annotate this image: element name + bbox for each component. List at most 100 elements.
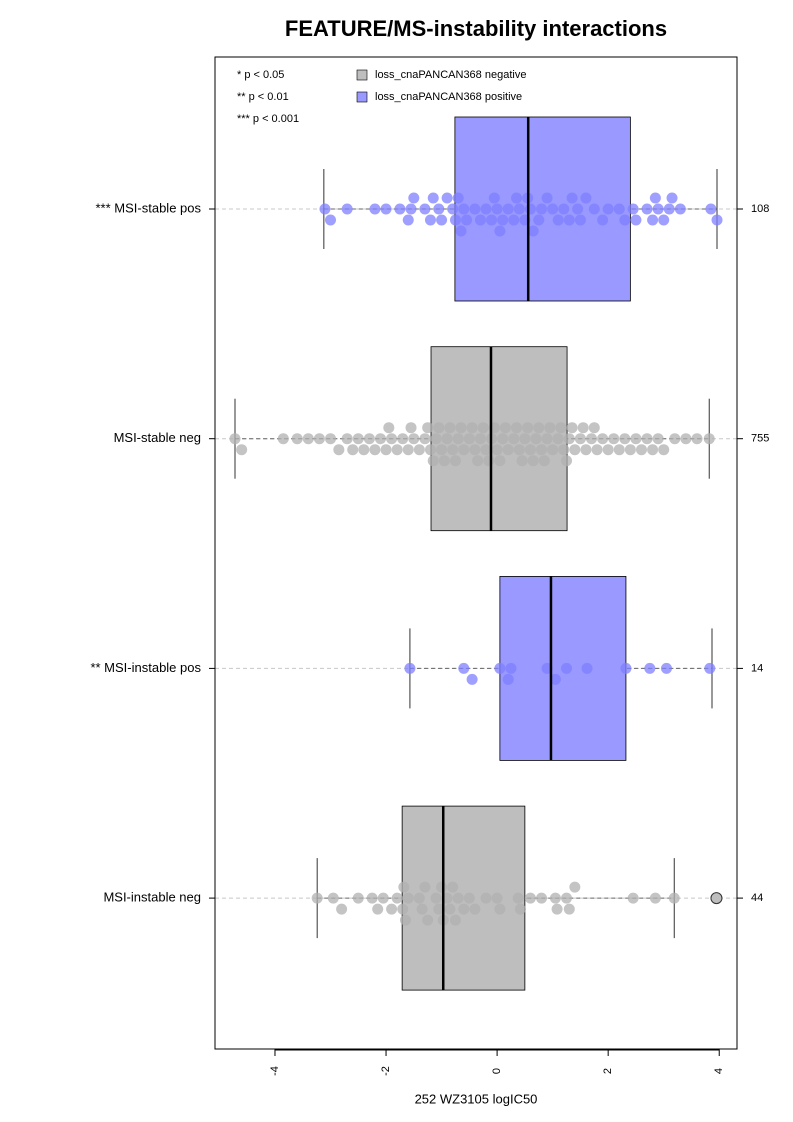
data-point <box>522 422 534 434</box>
data-point <box>419 433 431 445</box>
data-point <box>602 444 614 456</box>
data-point <box>441 192 453 204</box>
group-label: MSI-instable neg <box>103 890 201 905</box>
data-point <box>319 203 331 215</box>
data-point <box>413 892 425 904</box>
data-point <box>669 433 681 445</box>
data-point <box>455 225 467 237</box>
data-point <box>491 444 503 456</box>
legend-label: loss_cnaPANCAN368 negative <box>375 69 526 81</box>
data-point <box>602 203 614 215</box>
group-count: 44 <box>751 892 763 904</box>
data-point <box>524 203 536 215</box>
data-point <box>424 444 436 456</box>
data-point <box>552 214 564 226</box>
data-point <box>474 433 486 445</box>
data-point <box>660 662 672 674</box>
data-point <box>647 444 659 456</box>
x-tick-label: 2 <box>602 1068 614 1074</box>
data-point <box>674 203 686 215</box>
data-point <box>705 203 717 215</box>
x-tick-label: 4 <box>713 1068 725 1074</box>
data-point <box>541 433 553 445</box>
data-point <box>513 444 525 456</box>
data-point <box>555 422 567 434</box>
data-point <box>463 892 475 904</box>
data-point <box>649 192 661 204</box>
data-point <box>574 433 586 445</box>
data-point <box>652 203 664 215</box>
data-point <box>436 444 448 456</box>
legend-swatch <box>356 91 368 103</box>
data-point <box>497 433 509 445</box>
data-point <box>549 673 561 685</box>
data-point <box>558 444 570 456</box>
data-point <box>619 433 631 445</box>
significance-note: ** p < 0.01 <box>237 91 289 103</box>
data-point <box>627 203 639 215</box>
data-point <box>541 192 553 204</box>
x-axis-label: 252 WZ3105 logIC50 <box>415 1091 538 1106</box>
data-point <box>641 433 653 445</box>
data-point <box>547 444 559 456</box>
data-point <box>436 881 448 893</box>
data-point <box>469 444 481 456</box>
data-point <box>427 455 439 467</box>
group-count: 14 <box>751 662 763 674</box>
data-point <box>380 203 392 215</box>
data-point <box>494 455 506 467</box>
data-point <box>444 422 456 434</box>
data-point <box>424 214 436 226</box>
data-point <box>438 455 450 467</box>
data-point <box>404 662 416 674</box>
data-point <box>386 433 398 445</box>
data-point <box>402 444 414 456</box>
data-point <box>430 892 442 904</box>
data-point <box>635 444 647 456</box>
data-point <box>668 892 680 904</box>
data-point <box>588 422 600 434</box>
data-point <box>514 903 526 915</box>
data-point <box>391 444 403 456</box>
data-point <box>574 214 586 226</box>
data-point <box>408 433 420 445</box>
x-tick-label: 0 <box>491 1068 503 1074</box>
data-point <box>627 892 639 904</box>
data-point <box>586 433 598 445</box>
data-point <box>658 214 670 226</box>
data-point <box>613 203 625 215</box>
data-point <box>374 433 386 445</box>
data-point <box>652 433 664 445</box>
data-point <box>494 903 506 915</box>
data-point <box>433 903 445 915</box>
data-point <box>472 455 484 467</box>
data-point <box>380 444 392 456</box>
data-point <box>608 433 620 445</box>
legend-swatch <box>356 69 368 81</box>
data-point <box>455 422 467 434</box>
data-point <box>558 203 570 215</box>
data-point <box>363 433 375 445</box>
data-point <box>597 433 609 445</box>
data-point <box>505 662 517 674</box>
data-point <box>325 433 337 445</box>
data-point <box>341 433 353 445</box>
data-point <box>561 662 573 674</box>
data-point <box>347 444 359 456</box>
data-point <box>422 914 434 926</box>
data-point <box>549 892 561 904</box>
data-point <box>398 881 410 893</box>
data-point <box>466 422 478 434</box>
data-point <box>530 433 542 445</box>
data-point <box>563 433 575 445</box>
group-label: ** MSI-instable pos <box>90 660 201 675</box>
data-point <box>399 914 411 926</box>
data-point <box>449 214 461 226</box>
data-point <box>591 444 603 456</box>
plot-area: -4 -2 0 2 4 * p < 0.05 ** p < 0.01 *** p < 0.00… <box>90 69 769 1076</box>
data-point <box>577 422 589 434</box>
data-point <box>580 444 592 456</box>
data-point <box>430 433 442 445</box>
data-point <box>538 455 550 467</box>
